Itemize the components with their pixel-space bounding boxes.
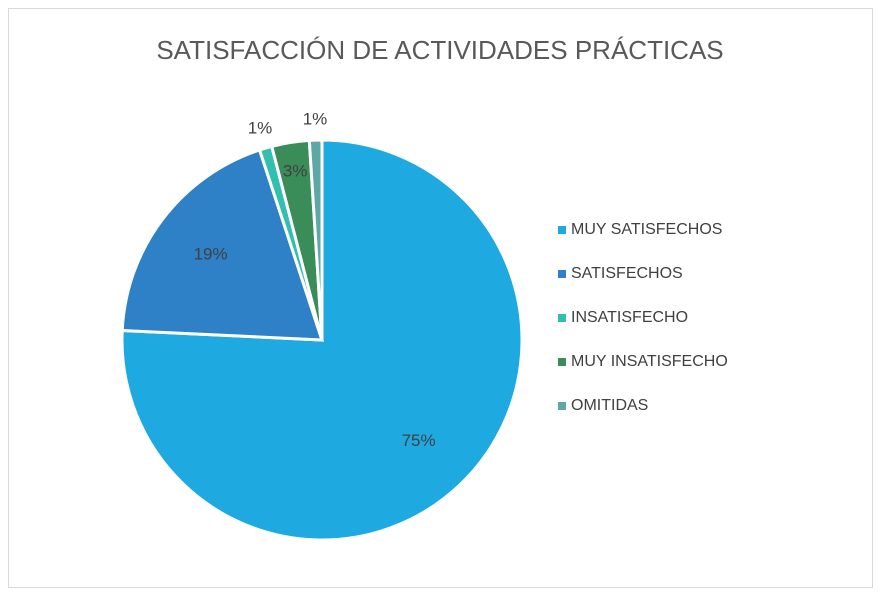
legend-swatch: [558, 226, 566, 234]
pie-slice: [307, 138, 324, 341]
chart-title: SATISFACCIÓN DE ACTIVIDADES PRÁCTICAS: [156, 35, 723, 65]
legend-label: OMITIDAS: [571, 397, 648, 414]
data-label: 1%: [303, 110, 328, 129]
legend-swatch: [558, 314, 566, 322]
data-label: 75%: [402, 431, 436, 450]
legend-label: INSATISFECHO: [571, 309, 688, 326]
data-label: 3%: [283, 162, 308, 181]
pie-slice: [120, 148, 325, 342]
legend-swatch: [558, 270, 566, 278]
pie-slice: [120, 138, 524, 542]
legend-swatch: [558, 402, 566, 410]
legend-swatch: [558, 358, 566, 366]
data-label: 19%: [194, 245, 228, 264]
legend-label: MUY SATISFECHOS: [571, 221, 722, 238]
legend-label: MUY INSATISFECHO: [571, 353, 728, 370]
legend-label: SATISFECHOS: [571, 265, 683, 282]
data-label: 1%: [248, 118, 273, 137]
